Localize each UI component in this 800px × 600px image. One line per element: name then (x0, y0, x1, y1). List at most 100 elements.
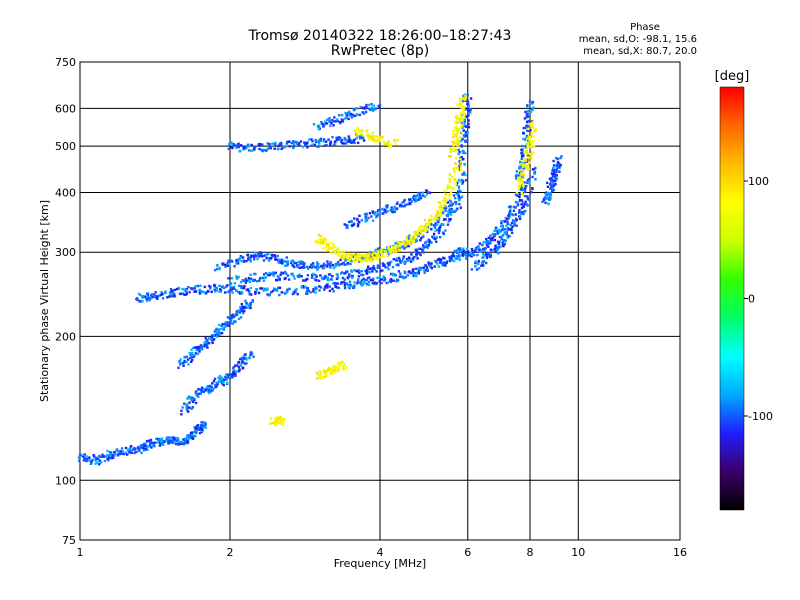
data-point-o (384, 210, 388, 214)
data-point-o (332, 120, 335, 123)
y-tick-label: 400 (55, 186, 76, 199)
data-point-o (145, 440, 149, 443)
data-point-o (185, 289, 189, 292)
data-point-o (533, 171, 537, 174)
data-point-o (470, 247, 474, 251)
data-point-o (83, 457, 86, 460)
data-point-o (282, 272, 285, 275)
data-point-o (233, 320, 236, 323)
data-point-x (328, 246, 332, 249)
data-point-o (319, 137, 322, 141)
data-point-x (448, 178, 451, 181)
data-point-x (519, 169, 522, 172)
data-point-o (390, 278, 393, 281)
data-point-o (234, 370, 237, 373)
data-point-o (242, 306, 246, 310)
data-point-o (370, 102, 373, 106)
data-point-o (185, 360, 188, 364)
data-point-o (251, 149, 254, 152)
data-point-o (358, 214, 361, 218)
data-point-o (320, 265, 323, 268)
data-point-o (287, 140, 291, 144)
data-point-o (245, 144, 249, 148)
data-point-o (204, 343, 207, 346)
data-point-o (296, 292, 299, 296)
data-point-o (521, 150, 524, 153)
data-point-x (532, 145, 536, 148)
data-point-x (420, 233, 424, 236)
data-point-o (234, 372, 237, 375)
data-point-x (438, 214, 441, 217)
data-point-o (461, 126, 464, 129)
data-point-x (454, 148, 458, 152)
data-point-x (275, 419, 279, 423)
data-point-x (408, 243, 412, 246)
data-point-o (317, 124, 321, 127)
data-point-o (314, 138, 317, 142)
data-point-o (464, 173, 467, 177)
data-point-o (133, 447, 136, 451)
data-point-o (435, 240, 438, 243)
data-point-o (508, 235, 511, 238)
data-point-o (85, 457, 89, 461)
data-point-x (275, 422, 278, 425)
data-point-o (460, 144, 463, 147)
data-point-x (358, 253, 361, 256)
data-point-o (150, 446, 153, 449)
data-point-o (237, 284, 241, 288)
data-point-o (415, 199, 418, 202)
data-point-o (461, 99, 465, 103)
data-point-x (380, 248, 384, 252)
data-point-o (523, 117, 527, 120)
data-point-o (247, 149, 251, 152)
data-point-o (203, 341, 207, 344)
data-point-o (523, 202, 526, 206)
data-point-x (455, 139, 458, 142)
data-point-x (460, 101, 463, 105)
data-point-x (396, 139, 399, 142)
data-point-o (144, 448, 148, 451)
colorbar: [deg] (715, 69, 749, 511)
data-point-o (432, 232, 436, 236)
data-point-o (242, 260, 246, 264)
data-point-x (330, 370, 333, 373)
data-point-o (274, 258, 277, 261)
data-point-o (210, 385, 213, 389)
data-point-o (268, 142, 271, 146)
data-point-o (148, 443, 152, 447)
data-point-x (461, 96, 464, 100)
data-point-o (426, 226, 430, 229)
data-point-o (515, 173, 519, 177)
data-point-o (465, 247, 469, 250)
data-point-o (526, 158, 529, 161)
data-point-o (463, 253, 466, 256)
data-point-o (278, 278, 281, 281)
data-point-o (311, 262, 315, 265)
data-point-o (300, 262, 303, 265)
data-point-o (90, 461, 93, 464)
data-point-o (360, 278, 364, 282)
data-point-x (433, 216, 436, 220)
data-point-o (126, 453, 129, 456)
data-point-o (402, 244, 405, 248)
data-point-o (366, 265, 370, 268)
data-point-o (138, 446, 141, 450)
data-point-o (369, 250, 372, 254)
data-point-o (257, 291, 261, 295)
data-point-o (305, 265, 309, 269)
data-point-o (521, 152, 525, 156)
data-point-o (367, 107, 371, 110)
data-point-o (255, 288, 258, 291)
data-point-o (239, 255, 243, 258)
data-point-o (506, 220, 509, 224)
data-point-o (310, 276, 314, 279)
data-point-o (328, 117, 331, 120)
data-point-o (91, 458, 95, 461)
data-point-o (518, 174, 522, 177)
data-point-o (419, 253, 422, 256)
data-point-o (466, 102, 469, 106)
data-point-o (181, 292, 185, 295)
data-point-x (378, 138, 381, 141)
data-point-o (82, 453, 85, 457)
data-point-o (420, 266, 423, 270)
